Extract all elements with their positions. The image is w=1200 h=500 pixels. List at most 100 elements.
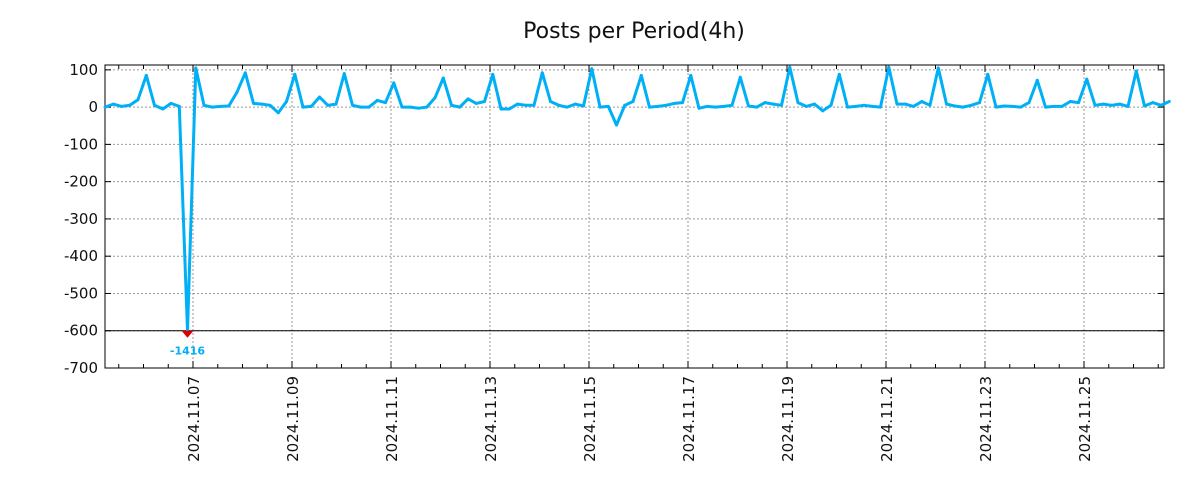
clip-marker xyxy=(181,330,194,338)
data-point xyxy=(243,71,247,75)
data-point xyxy=(260,102,264,106)
data-point xyxy=(524,103,528,107)
data-point xyxy=(1167,100,1171,104)
data-point xyxy=(821,109,825,113)
data-point xyxy=(639,73,643,77)
data-point xyxy=(730,103,734,107)
data-point xyxy=(375,98,379,102)
data-point xyxy=(367,105,371,109)
data-point xyxy=(854,104,858,108)
data-point xyxy=(177,104,181,108)
x-tick-label: 2024.11.19 xyxy=(779,376,797,462)
data-point xyxy=(755,105,759,109)
data-point xyxy=(1093,103,1097,107)
data-point xyxy=(202,103,206,107)
data-point xyxy=(433,96,437,100)
data-point xyxy=(903,102,907,106)
data-point xyxy=(483,100,486,104)
data-point xyxy=(1068,100,1072,104)
data-point xyxy=(656,104,660,108)
data-point xyxy=(392,81,396,85)
data-point xyxy=(813,102,816,106)
data-point xyxy=(1159,103,1163,107)
data-point xyxy=(128,103,132,107)
data-point xyxy=(870,104,874,108)
data-point xyxy=(474,101,478,105)
data-point xyxy=(722,104,726,108)
data-point xyxy=(994,105,998,109)
data-point xyxy=(466,97,470,101)
data-point xyxy=(540,71,544,75)
data-point xyxy=(408,105,412,109)
data-point xyxy=(417,106,420,110)
data-point xyxy=(318,95,321,99)
data-point xyxy=(268,103,272,107)
data-point xyxy=(219,104,222,108)
data-point xyxy=(895,102,899,106)
data-point xyxy=(714,105,717,109)
data-point xyxy=(1151,101,1155,105)
data-point xyxy=(648,105,651,109)
data-point xyxy=(359,105,363,109)
x-tick-label: 2024.11.09 xyxy=(284,376,302,462)
y-tick-label: -300 xyxy=(64,210,98,228)
data-point xyxy=(103,105,107,109)
data-point xyxy=(615,123,618,127)
data-point xyxy=(120,104,123,108)
data-point xyxy=(928,103,932,107)
data-point xyxy=(697,106,701,110)
data-point xyxy=(235,90,239,94)
x-tick-label: 2024.11.17 xyxy=(680,376,698,462)
chart-title: Posts per Period(4h) xyxy=(523,19,745,44)
data-point xyxy=(945,102,948,106)
data-point xyxy=(689,73,693,77)
data-point xyxy=(384,101,387,105)
x-tick-label: 2024.11.13 xyxy=(482,376,500,462)
data-point xyxy=(804,104,808,108)
data-point xyxy=(491,72,495,76)
data-point xyxy=(1035,78,1039,82)
data-point xyxy=(458,105,462,109)
data-point xyxy=(111,102,115,106)
data-point xyxy=(788,65,792,69)
data-point xyxy=(169,101,173,105)
data-point xyxy=(953,104,957,108)
clipped-value-label: -1416 xyxy=(170,345,206,358)
data-point xyxy=(499,107,503,111)
data-point xyxy=(1060,104,1064,108)
data-point xyxy=(986,72,990,76)
y-tick-label: -400 xyxy=(64,247,98,265)
data-point xyxy=(763,101,767,105)
data-point xyxy=(969,103,973,107)
data-point xyxy=(837,72,841,76)
data-point xyxy=(1134,69,1138,73)
data-point xyxy=(705,104,709,108)
data-point xyxy=(829,103,833,107)
data-point xyxy=(1126,104,1130,108)
y-tick-label: -200 xyxy=(64,173,98,191)
data-point xyxy=(573,102,577,106)
data-point xyxy=(276,111,280,115)
x-tick-label: 2024.11.15 xyxy=(581,376,599,462)
data-point xyxy=(153,103,156,107)
data-point xyxy=(441,76,445,80)
data-point xyxy=(293,72,297,76)
data-point xyxy=(631,100,635,104)
data-point xyxy=(334,102,338,106)
data-point xyxy=(936,66,940,70)
data-point xyxy=(887,65,891,69)
data-point xyxy=(780,103,783,107)
y-tick-label: 100 xyxy=(69,61,98,79)
data-point xyxy=(920,100,924,104)
y-tick-label: -700 xyxy=(64,359,98,377)
data-point xyxy=(1077,101,1080,105)
data-point xyxy=(846,105,849,109)
data-point xyxy=(1027,101,1031,105)
data-point xyxy=(532,103,536,107)
data-point xyxy=(450,103,453,107)
data-point xyxy=(672,101,676,105)
data-point xyxy=(210,105,214,109)
data-point xyxy=(1011,104,1014,108)
